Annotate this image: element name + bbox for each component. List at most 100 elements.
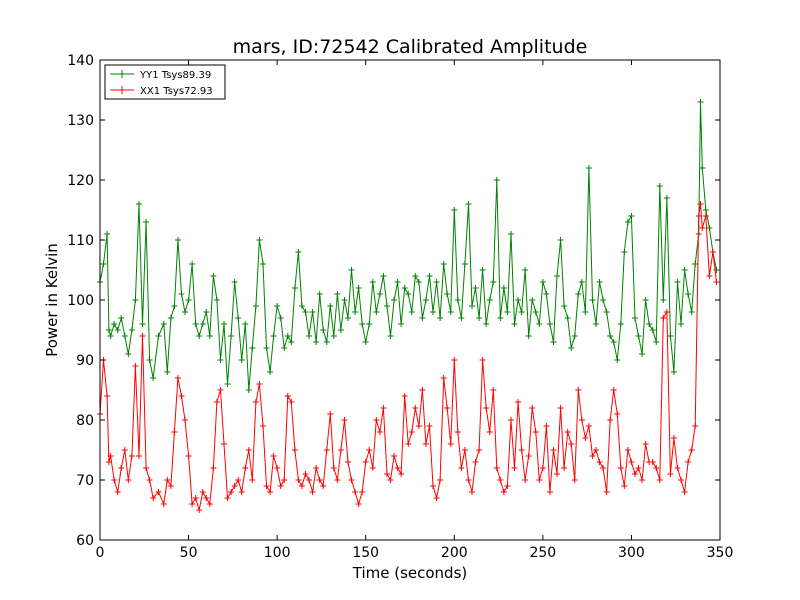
data-point [245,387,252,393]
data-point [355,501,362,507]
data-point [366,321,373,327]
data-point [313,465,320,471]
data-point [178,393,185,399]
y-tick-label: 70 [76,473,94,489]
data-point [593,447,599,453]
axis-ticks: 0 50 100 150 200 250 300 350 60 70 80 90 100 110 120 13… [67,53,733,561]
data-point [532,429,539,435]
data-point [256,381,263,387]
data-point [624,219,631,225]
data-point [507,417,514,423]
y-tick-label: 80 [76,413,94,429]
data-point [571,333,578,339]
data-point [174,237,181,243]
data-point [554,471,561,477]
data-point [437,315,444,321]
data-point [596,279,603,285]
plot-series [97,99,720,513]
data-point [284,393,291,399]
data-point [437,477,444,483]
data-point [330,465,337,471]
data-point [167,483,174,489]
data-point [288,399,295,405]
data-point [267,489,274,495]
data-point [706,273,713,279]
data-point [504,483,511,489]
data-point [447,309,454,315]
data-point [217,387,224,393]
data-point [383,471,390,477]
data-point [128,327,135,333]
data-point [422,441,429,447]
data-point [685,459,692,465]
data-point [667,333,674,339]
data-point [320,327,327,333]
data-point [281,345,288,351]
data-point [337,327,344,333]
data-point [635,465,642,471]
data-point [681,489,688,495]
data-point [387,477,394,483]
data-point [678,321,685,327]
data-point [426,273,433,279]
data-point [352,489,359,495]
data-point [451,357,458,363]
data-point [476,447,483,453]
data-point [107,453,114,459]
y-tick-label: 90 [76,353,94,369]
x-axis-label: Time (seconds) [352,564,468,582]
data-point [369,465,376,471]
data-point [575,291,582,297]
data-point [107,333,114,339]
data-point [398,321,405,327]
data-point [306,477,313,483]
data-point [160,321,167,327]
data-point [469,303,475,309]
data-point [653,339,660,345]
data-point [550,447,557,453]
data-point [614,357,621,363]
data-point [128,453,135,459]
data-point [515,399,522,405]
data-point [688,309,695,315]
data-point [515,297,522,303]
data-point [507,231,514,237]
data-point [621,483,628,489]
data-point [359,489,366,495]
data-point [483,321,490,327]
data-point [288,339,295,345]
data-point [263,483,270,489]
data-point [603,309,610,315]
data-point [206,333,213,339]
data-point [472,459,479,465]
data-point [235,315,242,321]
data-point [352,309,359,315]
data-point [440,375,447,381]
y-tick-label: 100 [67,293,94,309]
data-point [111,477,118,483]
data-point [426,423,433,429]
data-point [139,333,146,339]
data-point [228,489,235,495]
data-point [348,267,355,273]
data-point [702,213,709,219]
legend: YY1 Tsys89.39 XX1 Tsys72.93 [104,64,226,100]
series-1 [97,99,720,393]
data-point [182,417,189,423]
data-point [213,399,220,405]
data-point [444,291,451,297]
x-tick-label: 200 [441,545,468,561]
data-point [111,321,118,327]
data-point [125,477,132,483]
y-tick-label: 120 [67,173,94,189]
data-point [270,333,277,339]
data-point [405,441,412,447]
data-point [408,309,415,315]
legend-box [104,64,226,100]
data-point [585,423,592,429]
data-point [306,333,313,339]
data-point [394,279,401,285]
data-point [274,303,281,309]
data-point [143,219,150,225]
data-point [398,471,405,477]
